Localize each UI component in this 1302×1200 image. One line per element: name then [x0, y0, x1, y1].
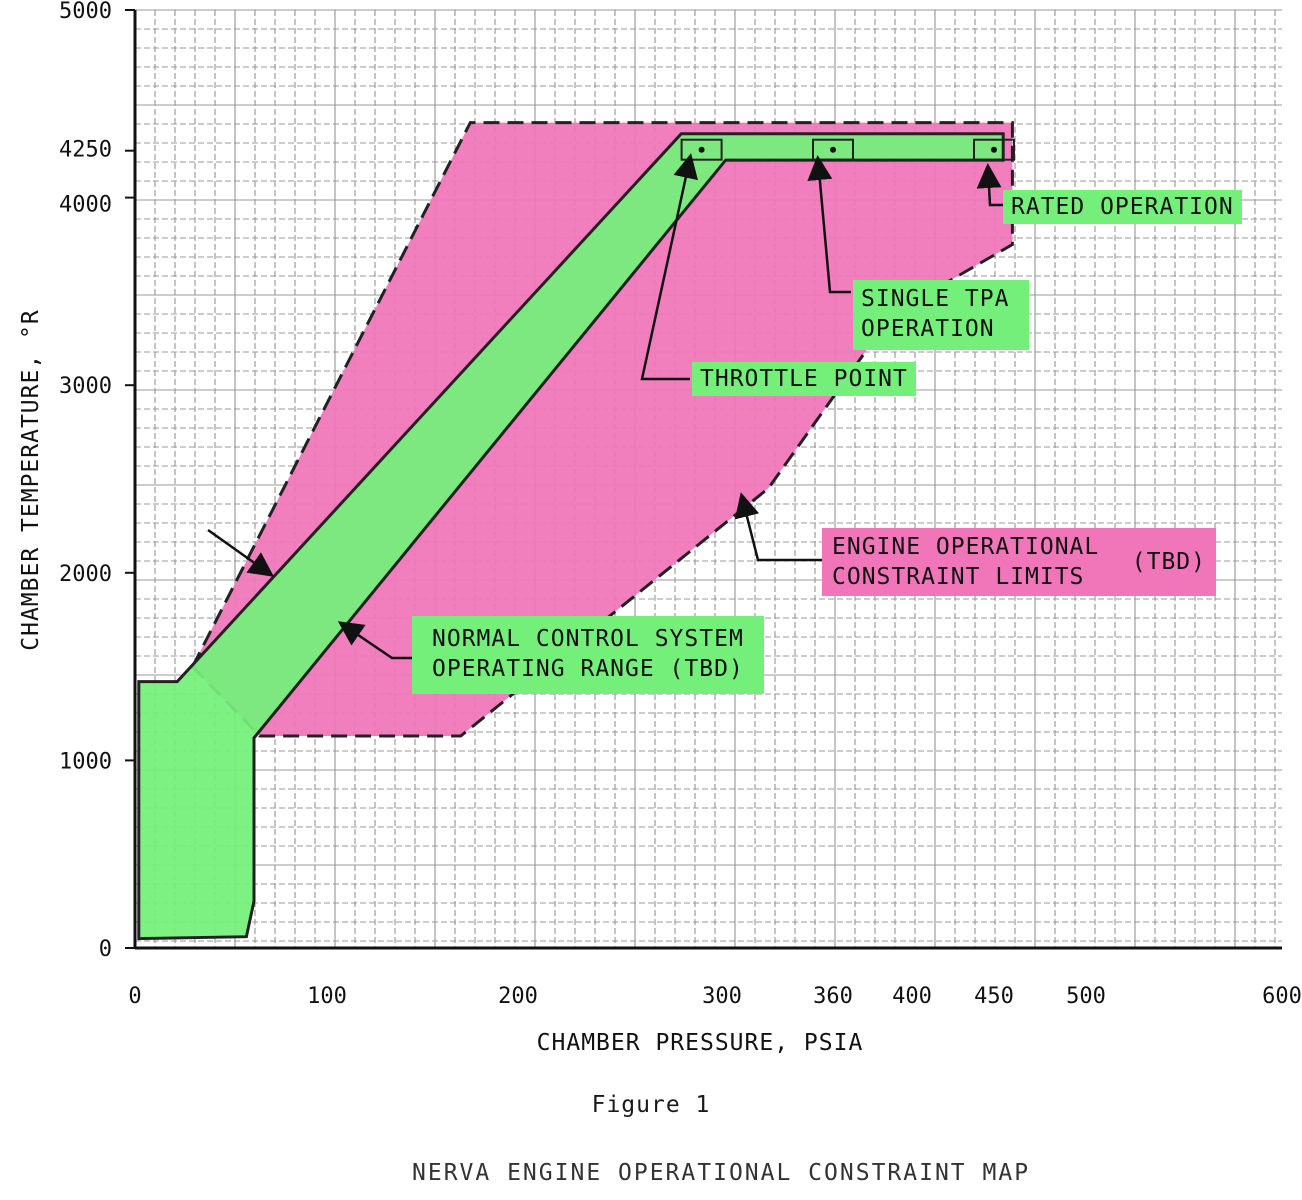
rated-operation-leader — [976, 163, 1003, 207]
x-axis-title: CHAMBER PRESSURE, PSIA — [537, 1030, 864, 1056]
y-tick-label: 1000 — [59, 749, 112, 774]
normal-control-range-label: NORMAL CONTROL SYSTEM OPERATING RANGE (T… — [412, 616, 764, 694]
engine-limits-line1: ENGINE OPERATIONAL — [832, 534, 1100, 560]
x-tick-label: 600 — [1262, 984, 1302, 1009]
x-tick-label: 200 — [498, 984, 538, 1009]
figure-title: NERVA ENGINE OPERATIONAL CONSTRAINT MAP — [412, 1160, 1031, 1186]
operating-point-box — [680, 138, 723, 161]
y-tick-label: 2000 — [59, 562, 112, 587]
normal-range-line2: OPERATING RANGE (TBD) — [432, 656, 744, 682]
throttle-point-label: THROTTLE POINT — [692, 362, 916, 396]
x-tick-label: 400 — [892, 984, 932, 1009]
engine-limits-line2: CONSTRAINT LIMITS — [832, 564, 1085, 590]
single-tpa-leader — [807, 155, 851, 294]
engine-limits-leader — [734, 492, 822, 562]
rated-operation-label: RATED OPERATION — [1003, 190, 1242, 224]
operating-point-box — [812, 138, 854, 161]
y-tick-label: 0 — [99, 937, 112, 962]
x-tick-label: 300 — [702, 984, 742, 1009]
figure-number: Figure 1 — [591, 1092, 711, 1118]
single-tpa-operation-label: SINGLE TPA OPERATION — [853, 280, 1030, 350]
operating-point-marker — [991, 146, 997, 153]
normal-range-upper-leader — [207, 528, 275, 577]
throttle-point-leader — [640, 153, 698, 381]
operating-point-box — [973, 138, 1015, 161]
engine-constraint-limits-label: ENGINE OPERATIONAL CONSTRAINT LIMITS (TB… — [822, 528, 1216, 596]
normal-range-line1: NORMAL CONTROL SYSTEM — [432, 626, 744, 652]
x-tick-label: 500 — [1066, 984, 1106, 1009]
x-tick-label: 100 — [307, 984, 347, 1009]
constraint-map-chart: 0 1000 2000 3000 4000 4250 5000 0 100 200 300 360 40… — [18, 0, 1302, 1056]
single-tpa-line1: SINGLE TPA — [861, 286, 1010, 312]
normal-range-leader — [337, 621, 412, 660]
operating-point-marker — [830, 146, 836, 153]
y-tick-label: 4000 — [59, 193, 112, 218]
y-axis-title: CHAMBER TEMPERATURE, °R — [18, 309, 44, 651]
engine-constraint-region — [190, 121, 1014, 738]
y-tick-label: 5000 — [59, 0, 112, 24]
x-tick-label: 0 — [128, 984, 141, 1009]
x-tick-label: 360 — [813, 984, 853, 1009]
y-tick-label: 3000 — [59, 374, 112, 399]
x-tick-label: 450 — [974, 984, 1014, 1009]
engine-limits-tbd: (TBD) — [1131, 549, 1206, 575]
single-tpa-line2: OPERATION — [861, 316, 995, 342]
y-tick-label: 4250 — [59, 138, 112, 163]
operating-point-marker — [698, 146, 705, 153]
